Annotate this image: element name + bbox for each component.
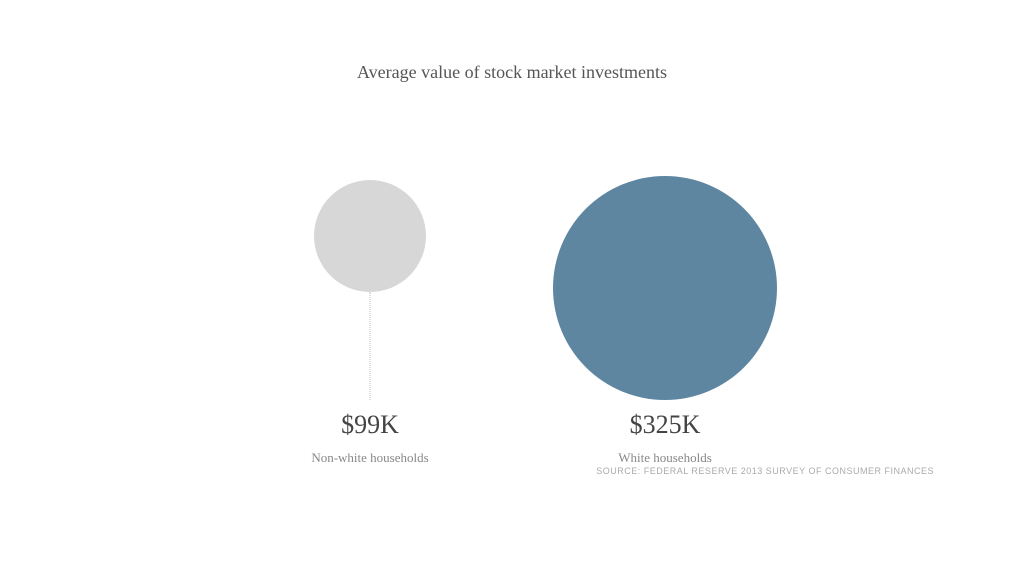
- category-label-non-white: Non-white households: [220, 450, 520, 466]
- connector-line: [370, 292, 371, 400]
- category-label-white: White households: [515, 450, 815, 466]
- value-label-white: $325K: [515, 410, 815, 440]
- chart-title: Average value of stock market investment…: [357, 62, 667, 83]
- bubble-white: [553, 176, 777, 400]
- value-label-non-white: $99K: [220, 410, 520, 440]
- bubble-area: $99K Non-white households $325K White ho…: [0, 140, 1024, 460]
- source-attribution: Source: Federal Reserve 2013 Survey of C…: [596, 466, 934, 476]
- bubble-non-white: [314, 180, 426, 292]
